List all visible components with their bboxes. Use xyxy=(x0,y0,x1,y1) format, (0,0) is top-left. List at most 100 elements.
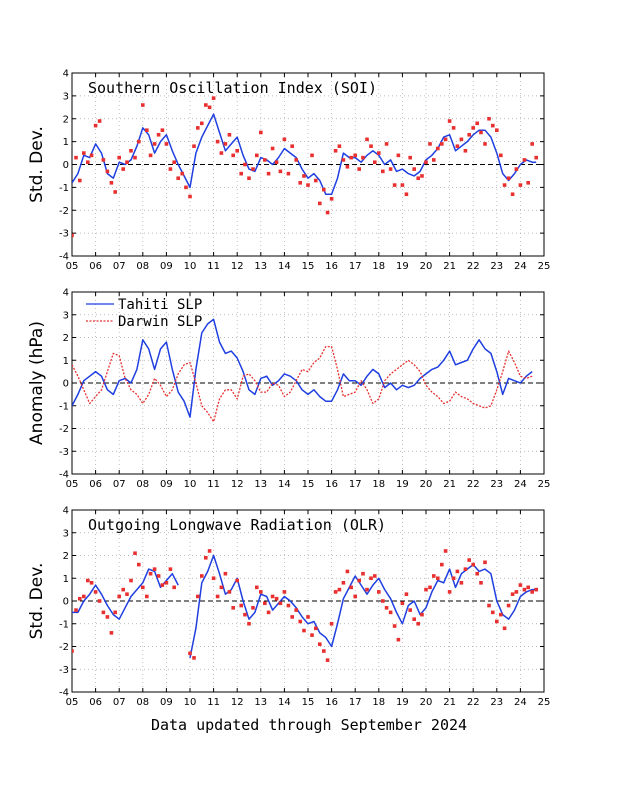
x-tick-label: 15 xyxy=(302,697,315,708)
data-point xyxy=(455,144,460,148)
data-point xyxy=(534,155,539,160)
data-point xyxy=(388,167,393,171)
x-tick-label: 11 xyxy=(207,697,220,708)
data-point xyxy=(412,617,416,621)
data-point xyxy=(136,562,141,567)
data-point xyxy=(518,183,523,187)
x-tick-label: 11 xyxy=(207,261,220,272)
data-point xyxy=(152,142,157,146)
data-point xyxy=(215,594,220,599)
series-group xyxy=(72,96,539,238)
data-point xyxy=(125,592,129,596)
data-point xyxy=(451,126,456,130)
data-point xyxy=(86,578,90,583)
series-line xyxy=(72,318,533,418)
data-point xyxy=(495,619,499,624)
data-point xyxy=(412,167,416,171)
x-tick-label: 20 xyxy=(420,479,433,490)
x-tick-label: 22 xyxy=(467,479,480,490)
data-point xyxy=(192,144,196,148)
x-tick-label: 23 xyxy=(490,697,503,708)
data-point xyxy=(89,581,94,585)
x-tick-label: 05 xyxy=(66,479,79,490)
x-tick-label: 18 xyxy=(372,261,385,272)
data-point xyxy=(219,585,224,590)
data-point xyxy=(188,194,192,199)
series-group xyxy=(72,549,539,662)
data-point xyxy=(483,560,487,565)
data-point xyxy=(93,123,98,128)
data-point xyxy=(227,590,232,594)
data-point xyxy=(82,151,86,155)
data-point xyxy=(184,185,188,190)
data-point xyxy=(392,183,397,187)
data-point xyxy=(377,151,381,155)
series-line xyxy=(72,568,179,620)
data-point xyxy=(333,148,338,153)
data-point xyxy=(74,608,78,612)
y-tick-label: -4 xyxy=(59,470,69,481)
data-point xyxy=(129,148,133,153)
data-point xyxy=(93,590,98,594)
data-point xyxy=(274,596,279,601)
y-tick-label: -2 xyxy=(59,642,69,653)
data-point xyxy=(278,601,283,606)
x-tick-label: 05 xyxy=(66,697,79,708)
data-point xyxy=(372,574,377,578)
data-point xyxy=(447,590,452,594)
data-point xyxy=(97,119,102,123)
data-point xyxy=(440,142,444,146)
data-point xyxy=(431,574,436,578)
x-tick-label: 10 xyxy=(184,261,197,272)
x-tick-label: 17 xyxy=(349,479,362,490)
data-point xyxy=(459,137,464,142)
chart-title: Outgoing Longwave Radiation (OLR) xyxy=(88,516,386,534)
x-tick-label: 13 xyxy=(254,697,267,708)
data-point xyxy=(416,621,421,626)
data-point xyxy=(475,121,480,126)
data-point xyxy=(310,633,314,637)
data-point xyxy=(510,192,515,197)
y-tick-label: 3 xyxy=(63,310,69,321)
x-tick-label: 12 xyxy=(231,697,244,708)
x-tick-label: 05 xyxy=(66,261,79,272)
data-point xyxy=(329,197,334,201)
data-point xyxy=(121,587,126,592)
data-point xyxy=(290,144,294,148)
x-tick-label: 25 xyxy=(538,261,551,272)
x-tick-label: 16 xyxy=(325,697,338,708)
data-point xyxy=(148,153,153,158)
data-point xyxy=(259,130,263,135)
x-tick-label: 24 xyxy=(514,261,527,272)
data-point xyxy=(322,649,326,653)
y-tick-label: 4 xyxy=(63,288,69,299)
legend-label: Tahiti SLP xyxy=(118,297,202,313)
data-point xyxy=(404,192,409,197)
data-point xyxy=(506,176,511,181)
data-point xyxy=(329,621,334,626)
x-tick-label: 08 xyxy=(136,697,149,708)
y-tick-label: 2 xyxy=(63,333,69,344)
series-line xyxy=(72,113,537,195)
y-tick-label: -3 xyxy=(59,229,69,240)
series-line xyxy=(72,345,533,423)
x-tick-label: 21 xyxy=(443,697,456,708)
y-tick-label: 0 xyxy=(63,379,69,390)
y-axis-label: Anomaly (hPa) xyxy=(27,321,47,445)
data-point xyxy=(204,103,208,107)
data-point xyxy=(77,596,82,601)
data-point xyxy=(211,96,216,100)
x-tick-label: 19 xyxy=(396,479,409,490)
data-point xyxy=(172,585,176,590)
data-point xyxy=(479,581,483,585)
data-point xyxy=(156,132,161,137)
y-tick-label: 3 xyxy=(63,91,69,102)
data-point xyxy=(341,158,346,162)
data-point xyxy=(282,590,287,594)
data-point xyxy=(145,594,149,599)
x-tick-label: 10 xyxy=(184,697,197,708)
x-tick-label: 20 xyxy=(420,261,433,272)
y-tick-label: -3 xyxy=(59,447,69,458)
x-tick-label: 09 xyxy=(160,479,173,490)
data-point xyxy=(451,576,456,581)
